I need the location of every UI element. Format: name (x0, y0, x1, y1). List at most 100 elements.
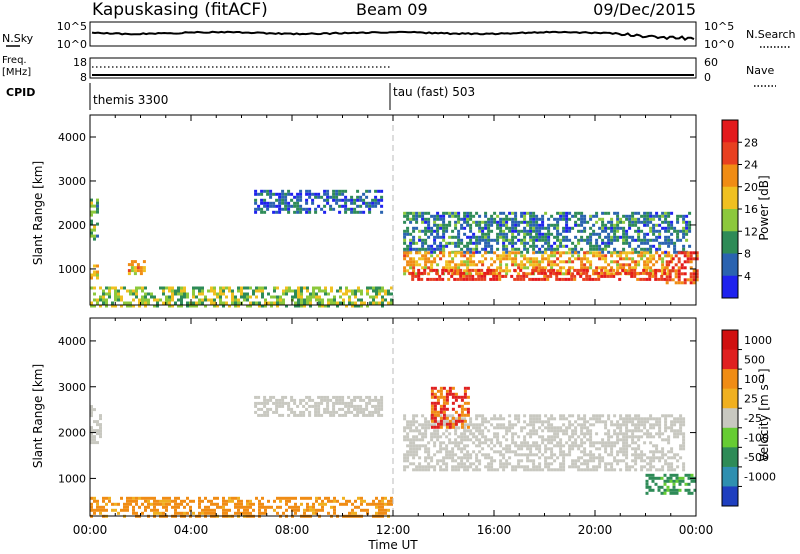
velocity-cell (595, 456, 599, 460)
velocity-cell (565, 429, 569, 433)
power-cell (471, 277, 475, 281)
velocity-cell (454, 419, 458, 423)
velocity-cell (254, 404, 258, 408)
power-cell (613, 272, 617, 276)
power-cell (652, 214, 656, 218)
power-cell (278, 207, 282, 211)
velocity-cell (165, 496, 168, 500)
cpid-label: CPID (6, 86, 35, 99)
power-cell (683, 260, 687, 264)
power-cell (409, 241, 413, 245)
power-cell (673, 244, 677, 248)
velocity-frame (89, 317, 697, 517)
power-cell (643, 266, 647, 270)
power-cell (547, 223, 551, 227)
power-cell (297, 295, 300, 299)
power-cell (652, 229, 656, 233)
power-cell (324, 292, 327, 296)
velocity-cell (266, 407, 270, 411)
velocity-cell (577, 444, 581, 448)
velocity-cell (279, 496, 282, 500)
power-cell (105, 292, 108, 296)
power-cell (655, 235, 659, 239)
velocity-cell (204, 505, 207, 509)
velocity-cell (499, 450, 503, 454)
power-cell (266, 204, 270, 208)
velocity-cell (333, 511, 336, 515)
time-tick-label: 20:00 (578, 523, 613, 537)
velocity-cell (278, 404, 282, 408)
power-cell (571, 254, 575, 258)
velocity-cell (643, 453, 647, 457)
power-cell (471, 274, 475, 278)
power-cell (96, 210, 99, 214)
velocity-cell (362, 413, 366, 417)
velocity-cell (469, 453, 473, 457)
velocity-cell (418, 462, 422, 466)
power-cell (264, 301, 267, 305)
velocity-cell (487, 420, 491, 424)
power-cell (541, 257, 545, 261)
velocity-cell (249, 502, 252, 506)
velocity-cell (645, 479, 649, 483)
power-cell (529, 229, 533, 233)
velocity-cell (457, 447, 461, 451)
velocity-cell (424, 435, 428, 439)
velocity-cell (384, 511, 387, 515)
power-cell (631, 238, 635, 242)
power-cell (544, 235, 548, 239)
power-cell (207, 289, 210, 293)
velocity-cell (299, 401, 303, 405)
power-cell (354, 292, 357, 296)
power-cell (474, 268, 478, 272)
velocity-cell (445, 420, 449, 424)
velocity-cell (687, 488, 691, 492)
power-cell (430, 260, 434, 264)
velocity-cell (667, 468, 671, 472)
power-cell (543, 271, 547, 275)
power-cell (243, 298, 246, 302)
power-cell (670, 223, 674, 227)
velocity-cell (448, 450, 452, 454)
velocity-cell (625, 429, 629, 433)
velocity-cell (240, 505, 243, 509)
velocity-cell (669, 473, 673, 477)
power-cell (344, 210, 348, 214)
velocity-cell (460, 425, 464, 429)
velocity-cell (406, 456, 410, 460)
power-cell (409, 260, 413, 264)
velocity-cell (499, 414, 503, 418)
velocity-cell (353, 413, 357, 417)
power-cell (505, 250, 509, 254)
power-cell (192, 301, 195, 305)
power-cell (487, 229, 491, 233)
velocity-cell (284, 395, 288, 399)
velocity-cell (496, 450, 500, 454)
velocity-cell (90, 435, 93, 439)
velocity-cell (374, 398, 378, 402)
velocity-cell (466, 395, 470, 399)
velocity-cell (529, 432, 533, 436)
velocity-cell (317, 410, 321, 414)
velocity-cell (442, 447, 446, 451)
velocity-cell (129, 496, 132, 500)
power-cell (517, 232, 521, 236)
velocity-cell (580, 441, 584, 445)
power-cell (686, 278, 690, 282)
velocity-cell (571, 447, 575, 451)
power-cell (676, 214, 680, 218)
velocity-cell (544, 456, 548, 460)
power-cell (327, 304, 330, 308)
power-colorbar-tick-label: 4 (744, 270, 751, 283)
velocity-cell (505, 465, 509, 469)
power-cell (275, 192, 279, 196)
power-cell (646, 220, 650, 224)
velocity-cell (469, 456, 473, 460)
power-cell (546, 274, 550, 278)
power-cell (511, 232, 515, 236)
velocity-cell (466, 453, 470, 457)
velocity-cell (556, 444, 560, 448)
power-cell (645, 268, 649, 272)
power-cell (448, 214, 452, 218)
power-cell (498, 277, 502, 281)
